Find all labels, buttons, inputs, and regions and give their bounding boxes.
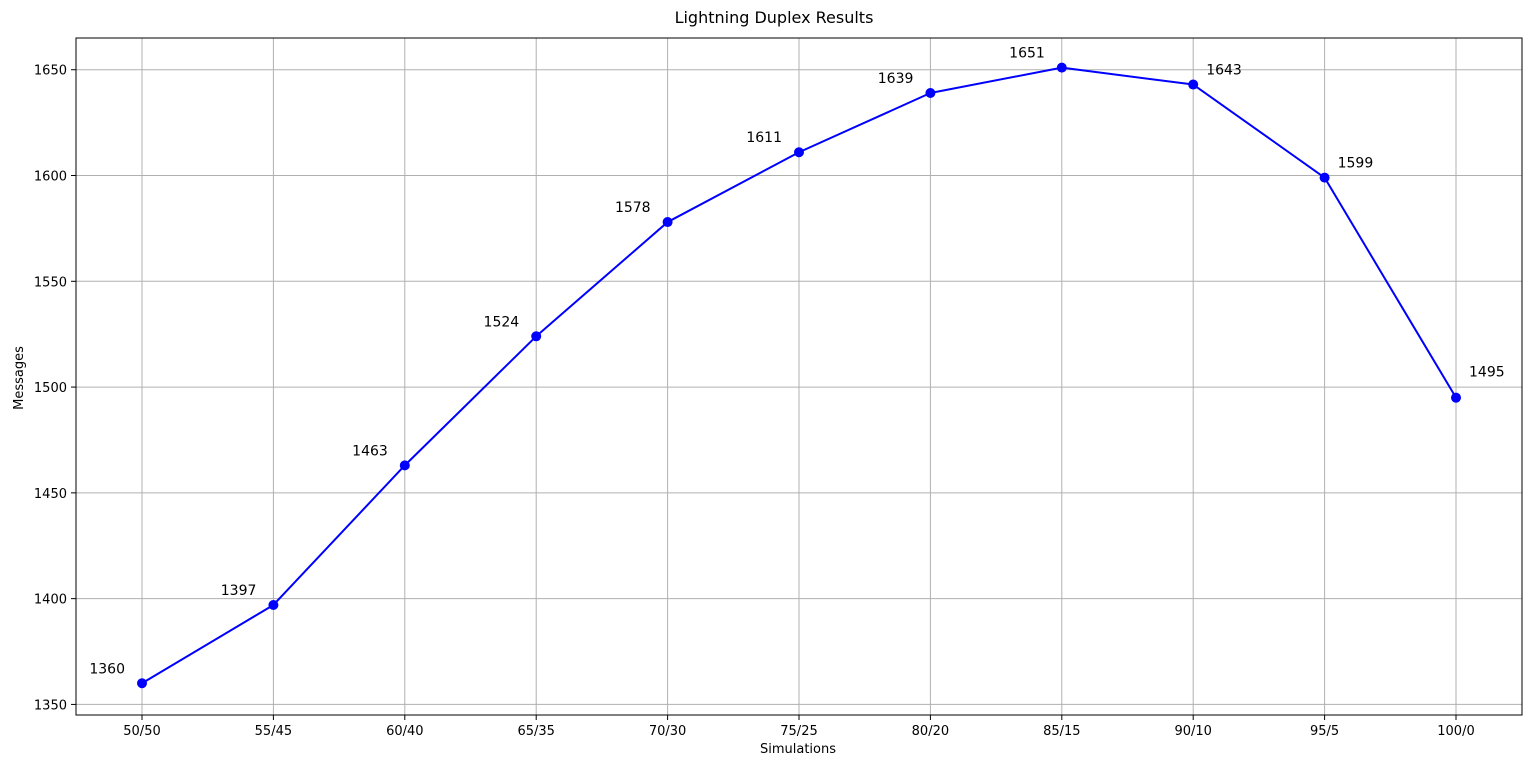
data-label: 1495 xyxy=(1469,365,1505,381)
y-tick-label: 1400 xyxy=(34,593,67,608)
data-label: 1360 xyxy=(89,661,125,677)
y-tick-label: 1450 xyxy=(34,487,67,502)
data-label: 1651 xyxy=(1009,46,1045,62)
data-labels: 1360 1397 1463 1524 1578 1611 1639 1651 1643 1599… xyxy=(89,46,1504,678)
data-label: 1643 xyxy=(1206,63,1242,79)
chart-title: Lightning Duplex Results xyxy=(675,8,874,27)
plot-frame xyxy=(75,37,1523,716)
data-label: 1611 xyxy=(746,130,782,146)
data-point xyxy=(531,331,542,342)
y-tick-label: 1650 xyxy=(34,64,67,79)
data-label: 1463 xyxy=(352,443,388,459)
data-point xyxy=(1056,62,1067,73)
x-tick-label: 55/45 xyxy=(255,724,292,739)
x-tick-label: 50/50 xyxy=(123,724,160,739)
data-point xyxy=(399,460,410,471)
data-label: 1397 xyxy=(221,583,257,599)
x-tick-label: 70/30 xyxy=(649,724,686,739)
y-tick-label: 1350 xyxy=(34,698,67,713)
data-point xyxy=(268,599,279,610)
data-point xyxy=(137,678,147,689)
x-tick-label: 80/20 xyxy=(912,724,949,739)
x-tick-label: 60/40 xyxy=(386,724,423,739)
data-label: 1578 xyxy=(615,200,651,216)
data-point xyxy=(1451,392,1461,403)
y-tick-label: 1500 xyxy=(34,381,67,396)
grid-lines xyxy=(76,38,1522,715)
data-label: 1599 xyxy=(1338,156,1374,172)
data-label: 1639 xyxy=(878,71,914,87)
data-label: 1524 xyxy=(484,314,520,330)
x-tick-label: 100/0 xyxy=(1437,724,1474,739)
x-axis-title: Simulations xyxy=(760,742,836,757)
data-point xyxy=(794,147,804,158)
y-axis-title: Messages xyxy=(12,346,27,410)
x-tick-label: 95/5 xyxy=(1310,724,1339,739)
y-tick-label: 1550 xyxy=(34,275,67,290)
data-points xyxy=(137,62,1461,689)
y-tick-label: 1600 xyxy=(34,170,67,185)
axis-ticks: 50/50 55/45 60/40 65/35 70/30 75/25 80/20 85/15… xyxy=(34,64,1475,739)
x-tick-label: 75/25 xyxy=(780,724,817,739)
data-point xyxy=(1319,172,1330,183)
x-tick-label: 65/35 xyxy=(517,724,554,739)
x-tick-label: 90/10 xyxy=(1174,724,1211,739)
data-point xyxy=(925,88,936,99)
x-tick-label: 85/15 xyxy=(1043,724,1080,739)
data-point xyxy=(1188,79,1199,90)
data-point xyxy=(662,217,673,228)
